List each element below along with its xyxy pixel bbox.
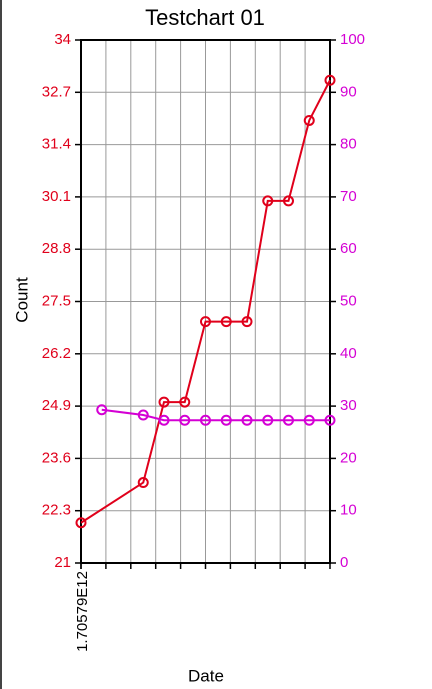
- data-point: [324, 414, 336, 426]
- data-point: [137, 477, 149, 489]
- y-tick-label: 30.1: [42, 188, 71, 205]
- data-point: [262, 195, 274, 207]
- y2-tick-label: 100: [340, 31, 365, 48]
- data-point: [200, 316, 211, 328]
- y2-tick-label: 30: [340, 397, 357, 414]
- data-point: [283, 195, 294, 207]
- data-point: [158, 396, 170, 408]
- y2-tick-label: 0: [340, 554, 348, 571]
- data-point: [200, 414, 211, 426]
- y-tick-label: 31.4: [42, 136, 71, 153]
- data-point: [324, 74, 336, 86]
- y-tick-label: 32.7: [42, 83, 71, 100]
- y2-tick-label: 80: [340, 136, 357, 153]
- y-axis-label: Count: [12, 277, 31, 323]
- data-point: [303, 114, 315, 126]
- data-point: [179, 414, 191, 426]
- y2-tick-label: 70: [340, 188, 357, 205]
- data-point: [262, 414, 274, 426]
- data-point: [303, 414, 315, 426]
- y-tick-label: 24.9: [42, 397, 71, 414]
- y-tick-label: 34: [54, 31, 71, 48]
- data-point: [220, 414, 232, 426]
- x-tick-label: 1.70579E12: [74, 571, 91, 652]
- data-point: [137, 409, 149, 421]
- y-tick-label: 28.8: [42, 240, 71, 257]
- data-point: [241, 414, 253, 426]
- x-axis-label: Date: [188, 666, 224, 685]
- data-point: [241, 316, 253, 328]
- y2-tick-label: 50: [340, 292, 357, 309]
- data-point: [283, 414, 294, 426]
- y2-tick-label: 90: [340, 83, 357, 100]
- data-point: [75, 517, 87, 529]
- series-line: [101, 408, 330, 422]
- chart-title: Testchart 01: [145, 5, 265, 30]
- y-tick-label: 23.6: [42, 449, 71, 466]
- y-tick-label: 27.5: [42, 292, 71, 309]
- y2-tick-label: 40: [340, 345, 357, 362]
- y-tick-label: 21: [54, 554, 71, 571]
- y2-tick-label: 10: [340, 502, 357, 519]
- data-point: [220, 316, 232, 328]
- data-point: [96, 404, 108, 416]
- data-point: [158, 414, 170, 426]
- plot-frame: [80, 39, 331, 564]
- y-tick-label: 26.2: [42, 345, 71, 362]
- y2-tick-label: 60: [340, 240, 357, 257]
- series-line: [80, 79, 331, 524]
- y2-tick-label: 20: [340, 449, 357, 466]
- y-tick-label: 22.3: [42, 502, 71, 519]
- data-point: [179, 396, 191, 408]
